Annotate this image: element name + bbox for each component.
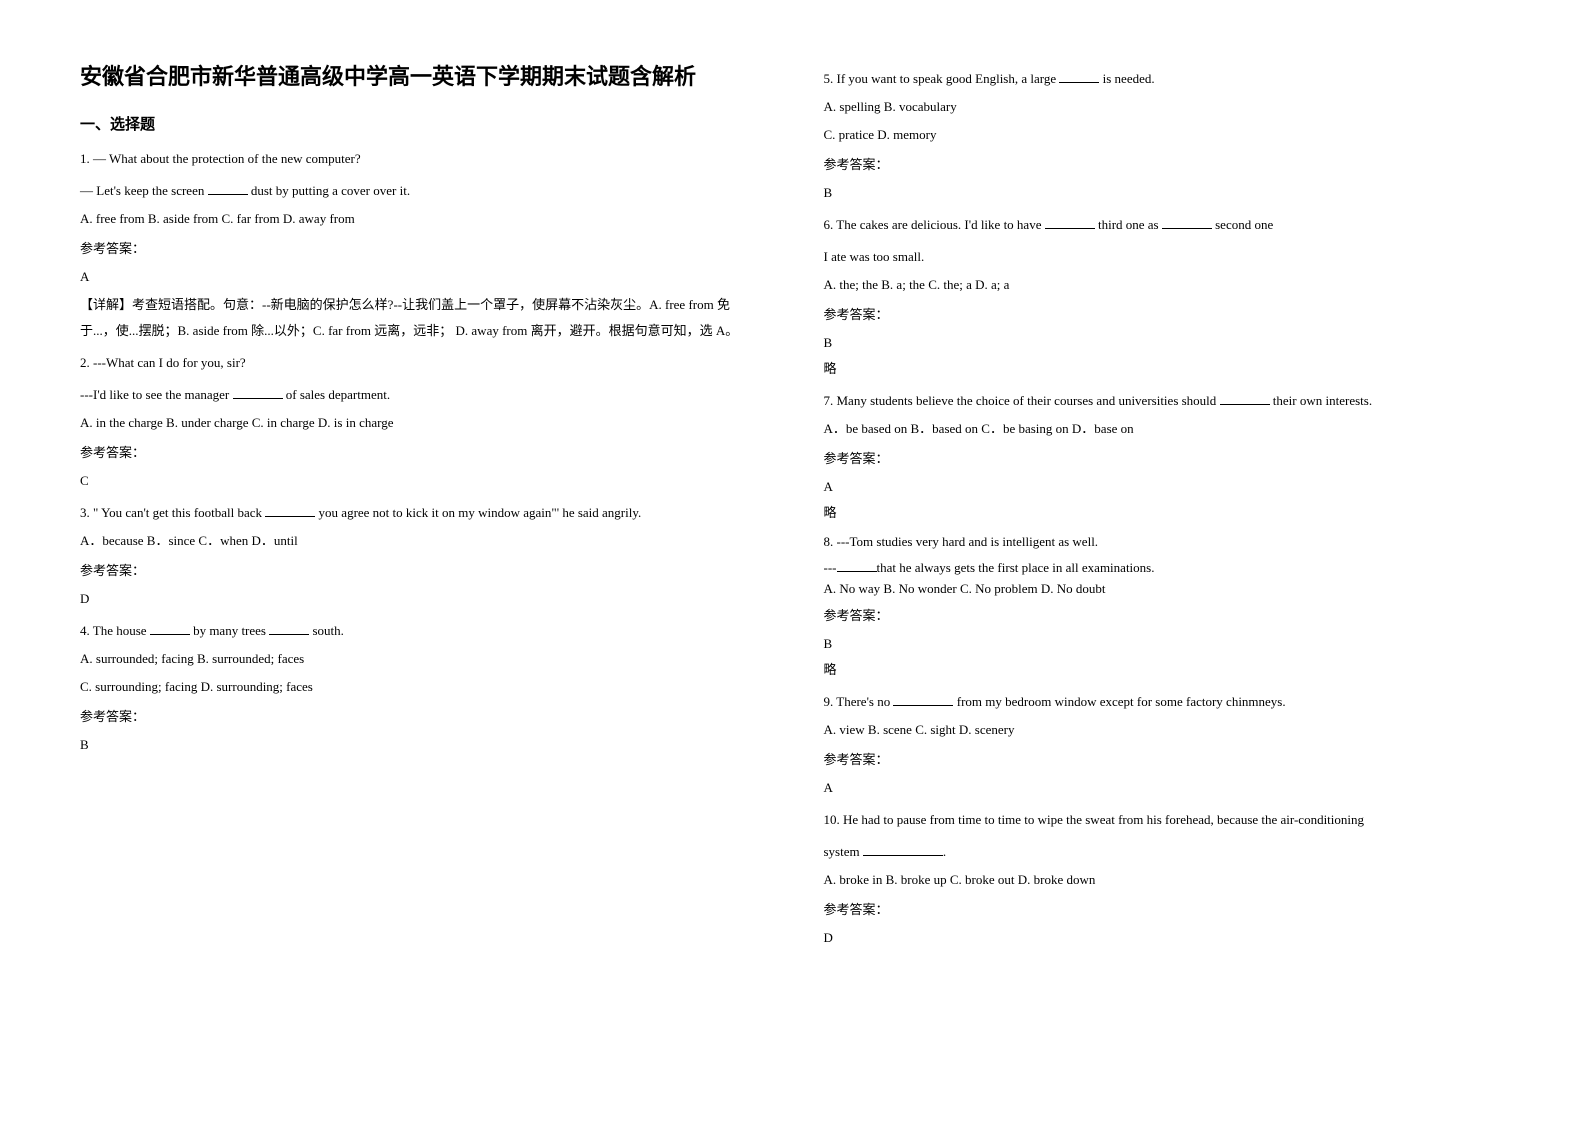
blank bbox=[1059, 70, 1099, 83]
q10-line2: system . bbox=[824, 839, 1508, 865]
q1-explanation: 【详解】考查短语搭配。句意：--新电脑的保护怎么样?--让我们盖上一个罩子，使屏… bbox=[80, 292, 764, 344]
q2-answer: C bbox=[80, 468, 764, 494]
q10-options: A. broke in B. broke up C. broke out D. … bbox=[824, 867, 1508, 893]
q3-line1-a: 3. " You can't get this football back bbox=[80, 505, 265, 520]
q7-options: A．be based on B．based on C．be basing on … bbox=[824, 416, 1508, 442]
blank bbox=[1220, 392, 1270, 405]
q7-line1: 7. Many students believe the choice of t… bbox=[824, 388, 1508, 414]
blank bbox=[150, 622, 190, 635]
q4-line1-a: 4. The house bbox=[80, 623, 150, 638]
exam-page: 安徽省合肥市新华普通高级中学高一英语下学期期末试题含解析 一、选择题 1. — … bbox=[0, 0, 1587, 1011]
q8-options: A. No way B. No wonder C. No problem D. … bbox=[824, 579, 1508, 599]
explanation-label: 【详解】 bbox=[80, 297, 132, 312]
right-column: 5. If you want to speak good English, a … bbox=[824, 60, 1508, 951]
blank bbox=[1162, 216, 1212, 229]
blank bbox=[1045, 216, 1095, 229]
q1-answer: A bbox=[80, 264, 764, 290]
q3-line1: 3. " You can't get this football back yo… bbox=[80, 500, 764, 526]
q4-answer: B bbox=[80, 732, 764, 758]
answer-label: 参考答案： bbox=[80, 558, 764, 584]
q6-line2: I ate was too small. bbox=[824, 244, 1508, 270]
answer-label: 参考答案： bbox=[80, 440, 764, 466]
q10-line1: 10. He had to pause from time to time to… bbox=[824, 807, 1508, 833]
q1-line1: 1. — What about the protection of the ne… bbox=[80, 146, 764, 172]
q8-answer: B bbox=[824, 631, 1508, 657]
q8-line2-a: --- bbox=[824, 560, 837, 575]
q6-line1-a: 6. The cakes are delicious. I'd like to … bbox=[824, 217, 1045, 232]
q6-line1-b: third one as bbox=[1095, 217, 1162, 232]
blank bbox=[233, 386, 283, 399]
answer-label: 参考答案： bbox=[824, 603, 1508, 629]
q1-options: A. free from B. aside from C. far from D… bbox=[80, 206, 764, 232]
answer-label: 参考答案： bbox=[80, 236, 764, 262]
q3-answer: D bbox=[80, 586, 764, 612]
q5-options-row2: C. pratice D. memory bbox=[824, 122, 1508, 148]
q4-line1-b: by many trees bbox=[190, 623, 269, 638]
q9-line1-a: 9. There's no bbox=[824, 694, 894, 709]
q6-omit: 略 bbox=[824, 356, 1508, 382]
q5-line1-b: is needed. bbox=[1099, 71, 1154, 86]
answer-label: 参考答案： bbox=[824, 152, 1508, 178]
q6-line1-c: second one bbox=[1212, 217, 1273, 232]
q3-line1-b: you agree not to kick it on my window ag… bbox=[315, 505, 641, 520]
q2-line2-b: of sales department. bbox=[283, 387, 391, 402]
q4-line1: 4. The house by many trees south. bbox=[80, 618, 764, 644]
q7-line1-b: their own interests. bbox=[1270, 393, 1373, 408]
answer-label: 参考答案： bbox=[824, 897, 1508, 923]
q5-options-row1: A. spelling B. vocabulary bbox=[824, 94, 1508, 120]
blank bbox=[863, 843, 943, 856]
q6-answer: B bbox=[824, 330, 1508, 356]
q2-options: A. in the charge B. under charge C. in c… bbox=[80, 410, 764, 436]
q4-line1-c: south. bbox=[309, 623, 344, 638]
q3-options: A．because B．since C．when D．until bbox=[80, 528, 764, 554]
q1-expl-text: 考查短语搭配。句意：--新电脑的保护怎么样?--让我们盖上一个罩子，使屏幕不沾染… bbox=[80, 297, 738, 338]
q2-line2-a: ---I'd like to see the manager bbox=[80, 387, 233, 402]
q8-line2: --- that he always gets the first place i… bbox=[824, 558, 1508, 578]
q2-line2: ---I'd like to see the manager of sales … bbox=[80, 382, 764, 408]
answer-label: 参考答案： bbox=[824, 446, 1508, 472]
q6-line1: 6. The cakes are delicious. I'd like to … bbox=[824, 212, 1508, 238]
left-column: 安徽省合肥市新华普通高级中学高一英语下学期期末试题含解析 一、选择题 1. — … bbox=[80, 60, 764, 951]
q8-line2-b: that he always gets the first place in a… bbox=[877, 560, 1155, 575]
q4-options-row1: A. surrounded; facing B. surrounded; fac… bbox=[80, 646, 764, 672]
q7-answer: A bbox=[824, 474, 1508, 500]
blank bbox=[893, 693, 953, 706]
answer-label: 参考答案： bbox=[824, 747, 1508, 773]
q10-line2-b: . bbox=[943, 844, 946, 859]
q8-line1: 8. ---Tom studies very hard and is intel… bbox=[824, 532, 1508, 552]
q2-line1: 2. ---What can I do for you, sir? bbox=[80, 350, 764, 376]
q9-line1: 9. There's no from my bedroom window exc… bbox=[824, 689, 1508, 715]
blank bbox=[208, 182, 248, 195]
q5-line1: 5. If you want to speak good English, a … bbox=[824, 66, 1508, 92]
q8-omit: 略 bbox=[824, 657, 1508, 683]
q7-line1-a: 7. Many students believe the choice of t… bbox=[824, 393, 1220, 408]
answer-label: 参考答案： bbox=[80, 704, 764, 730]
q9-line1-b: from my bedroom window except for some f… bbox=[953, 694, 1285, 709]
answer-label: 参考答案： bbox=[824, 302, 1508, 328]
q10-line2-a: system bbox=[824, 844, 863, 859]
q5-answer: B bbox=[824, 180, 1508, 206]
q10-answer: D bbox=[824, 925, 1508, 951]
blank bbox=[269, 622, 309, 635]
blank bbox=[265, 504, 315, 517]
q9-options: A. view B. scene C. sight D. scenery bbox=[824, 717, 1508, 743]
q5-line1-a: 5. If you want to speak good English, a … bbox=[824, 71, 1060, 86]
q7-omit: 略 bbox=[824, 500, 1508, 526]
q1-line2-b: dust by putting a cover over it. bbox=[248, 183, 410, 198]
q6-options: A. the; the B. a; the C. the; a D. a; a bbox=[824, 272, 1508, 298]
q1-line2-a: — Let's keep the screen bbox=[80, 183, 208, 198]
document-title: 安徽省合肥市新华普通高级中学高一英语下学期期末试题含解析 bbox=[80, 60, 764, 93]
q1-line2: — Let's keep the screen dust by putting … bbox=[80, 178, 764, 204]
q4-options-row2: C. surrounding; facing D. surrounding; f… bbox=[80, 674, 764, 700]
blank bbox=[837, 559, 877, 572]
section-heading: 一、选择题 bbox=[80, 113, 764, 134]
q9-answer: A bbox=[824, 775, 1508, 801]
